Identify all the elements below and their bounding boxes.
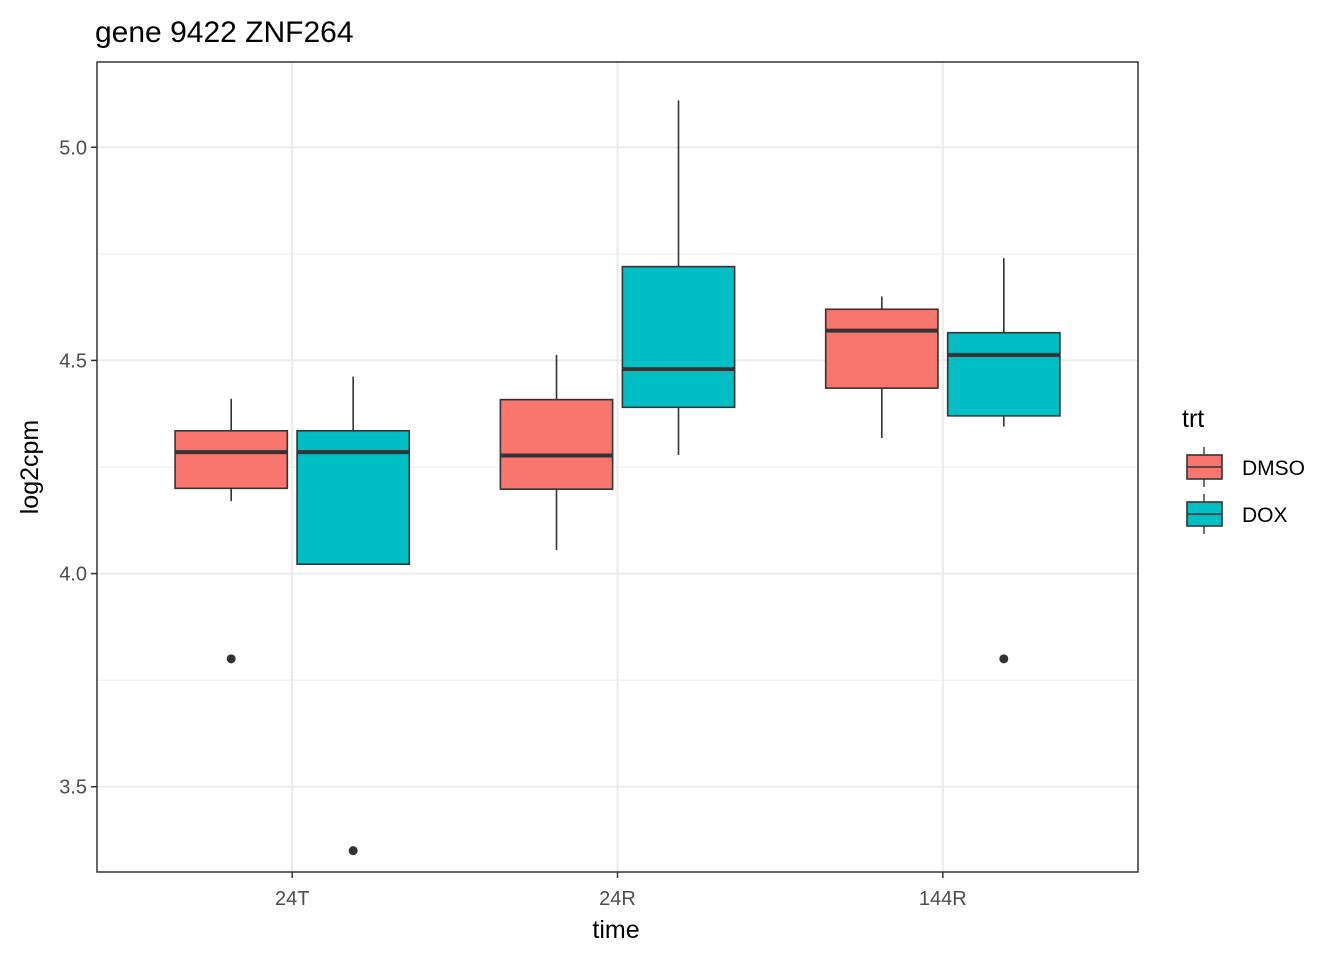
y-tick-label: 4.5 (59, 350, 87, 372)
box-iqr (174, 429, 289, 490)
legend-label: DMSO (1242, 457, 1305, 480)
y-axis: 3.5 4.0 4.5 5.0 (59, 137, 97, 799)
box-iqr (824, 308, 939, 389)
box-dmso-24t (174, 398, 289, 664)
major-gridlines (97, 62, 1138, 872)
box-dox-24t (296, 376, 411, 856)
x-tick-label: 144R (919, 888, 967, 910)
box-dox-24r (621, 100, 736, 456)
y-tick-label: 5.0 (59, 137, 87, 159)
y-axis-title: log2cpm (16, 420, 44, 515)
box-iqr (946, 331, 1061, 417)
legend-title: trt (1182, 405, 1204, 433)
legend-key-dox: DOX (1186, 494, 1288, 534)
x-tick-label: 24R (599, 888, 636, 910)
y-tick-label: 3.5 (59, 777, 87, 799)
outlier-point (999, 654, 1009, 664)
x-tick-label: 24T (275, 888, 309, 910)
x-axis-title: time (592, 916, 639, 944)
box-iqr (499, 398, 614, 490)
outlier-point (348, 846, 358, 856)
box-dmso-144r (824, 296, 939, 439)
box-iqr (621, 265, 736, 409)
legend-keys: DMSO DOX (1186, 447, 1305, 534)
legend: trt DMSO DOX (1182, 405, 1305, 534)
y-tick-label: 4.0 (59, 564, 87, 586)
x-axis: 24T 24R 144R (275, 872, 967, 910)
box-dmso-24r (499, 354, 614, 551)
box-dox-144r (946, 258, 1061, 664)
outlier-point (226, 654, 236, 664)
chart-title: gene 9422 ZNF264 (95, 16, 354, 49)
legend-key-dmso: DMSO (1186, 447, 1305, 487)
legend-label: DOX (1242, 504, 1288, 527)
box-series (174, 100, 1061, 856)
